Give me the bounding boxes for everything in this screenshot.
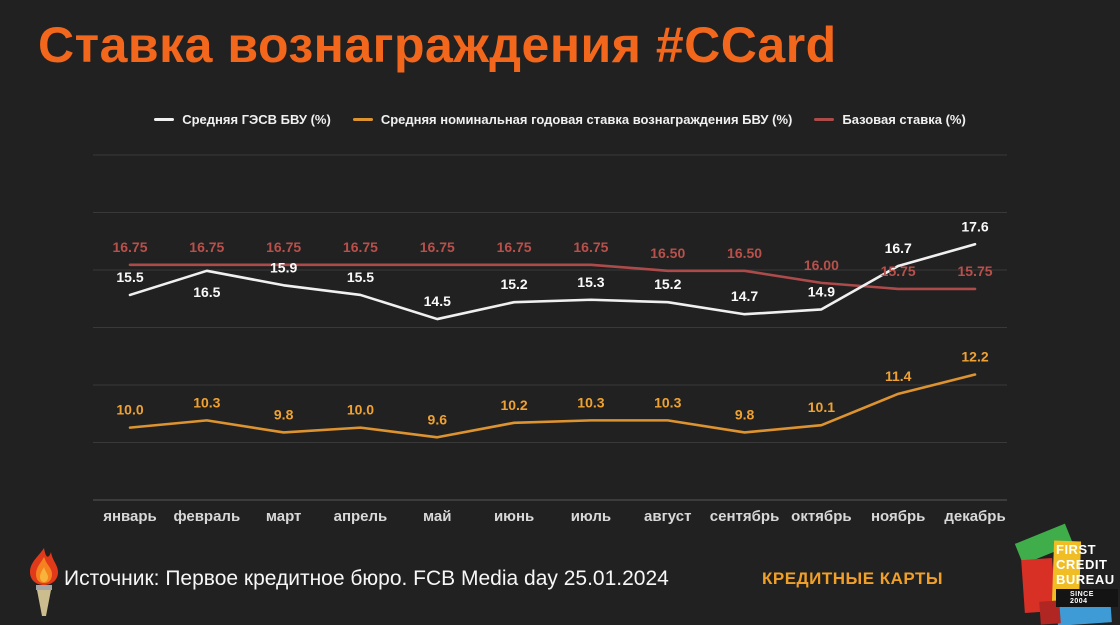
month-label: январь (103, 508, 157, 525)
month-label: март (266, 508, 302, 525)
data-label: 10.0 (347, 402, 374, 418)
month-label: август (644, 508, 691, 525)
data-label: 15.5 (116, 269, 143, 285)
series-line-2 (128, 263, 977, 291)
legend-item-nominal: Средняя номинальная годовая ставка возна… (352, 112, 793, 127)
legend-label-nominal: Средняя номинальная годовая ставка возна… (380, 112, 793, 127)
chart-legend: Средняя ГЭСВ БВУ (%) Средняя номинальная… (0, 112, 1120, 127)
data-label: 10.3 (193, 394, 220, 410)
data-label: 16.50 (650, 245, 685, 261)
month-label: июнь (494, 508, 534, 525)
series-line-1 (128, 373, 977, 439)
data-label: 9.6 (428, 411, 448, 427)
logo-word-bureau: BUREAU (1056, 572, 1115, 587)
month-label: май (423, 508, 451, 525)
data-label: 15.75 (881, 263, 916, 279)
month-label: сентябрь (710, 508, 780, 525)
data-label: 15.3 (577, 274, 604, 290)
data-label: 15.75 (957, 263, 992, 279)
page-title: Ставка вознаграждения #CCard (38, 17, 837, 73)
data-label: 15.2 (654, 276, 681, 292)
data-label: 16.00 (804, 257, 839, 273)
data-label: 16.50 (727, 245, 762, 261)
data-label: 16.5 (193, 284, 220, 300)
data-label: 16.75 (343, 239, 378, 255)
legend-label-gesv: Средняя ГЭСВ БВУ (%) (182, 112, 331, 127)
data-label: 15.2 (500, 276, 527, 292)
data-label: 16.75 (420, 239, 455, 255)
data-label: 10.3 (577, 394, 604, 410)
legend-item-gesv: Средняя ГЭСВ БВУ (%) (154, 112, 331, 127)
logo-wordmark: FIRST CREDIT BUREAU (1056, 542, 1115, 587)
month-label: апрель (334, 508, 388, 525)
data-label: 16.75 (573, 239, 608, 255)
legend-dash-white-icon (154, 118, 175, 121)
data-label: 16.7 (885, 240, 912, 256)
month-label: июль (571, 508, 611, 525)
data-label: 10.3 (654, 394, 681, 410)
data-label: 16.75 (112, 239, 147, 255)
data-label: 11.4 (885, 368, 912, 384)
data-label: 16.75 (497, 239, 532, 255)
fcb-logo: FIRST CREDIT BUREAU SINCE 2004 (1014, 523, 1118, 625)
legend-label-base-rate: Базовая ставка (%) (842, 112, 966, 127)
data-label: 17.6 (961, 218, 988, 234)
logo-word-first: FIRST (1056, 542, 1097, 557)
data-label: 9.8 (735, 406, 755, 422)
logo-word-credit: CREDIT (1056, 557, 1108, 572)
data-label: 10.1 (808, 399, 835, 415)
month-label: октябрь (791, 508, 851, 525)
month-label: декабрь (944, 508, 1005, 525)
legend-dash-orange-icon (352, 118, 373, 121)
logo-since-badge: SINCE 2004 (1056, 589, 1118, 607)
data-label: 16.75 (266, 239, 301, 255)
data-label: 15.9 (270, 259, 297, 275)
data-label: 15.5 (347, 269, 374, 285)
data-label: 16.75 (189, 239, 224, 255)
source-text: Источник: Первое кредитное бюро. FCB Med… (64, 567, 669, 590)
data-label: 12.2 (961, 349, 988, 365)
data-label: 10.0 (116, 402, 143, 418)
series-line-0 (128, 242, 977, 321)
data-label: 14.9 (808, 283, 835, 299)
legend-item-base-rate: Базовая ставка (%) (814, 112, 966, 127)
category-label: КРЕДИТНЫЕ КАРТЫ (762, 569, 944, 588)
torch-icon (30, 548, 58, 616)
month-label: февраль (173, 508, 240, 525)
data-label: 14.7 (731, 288, 758, 304)
data-label: 10.2 (500, 397, 527, 413)
legend-dash-red-icon (814, 118, 835, 121)
month-label: ноябрь (871, 508, 925, 525)
data-label: 9.8 (274, 406, 294, 422)
data-label: 14.5 (424, 293, 451, 309)
